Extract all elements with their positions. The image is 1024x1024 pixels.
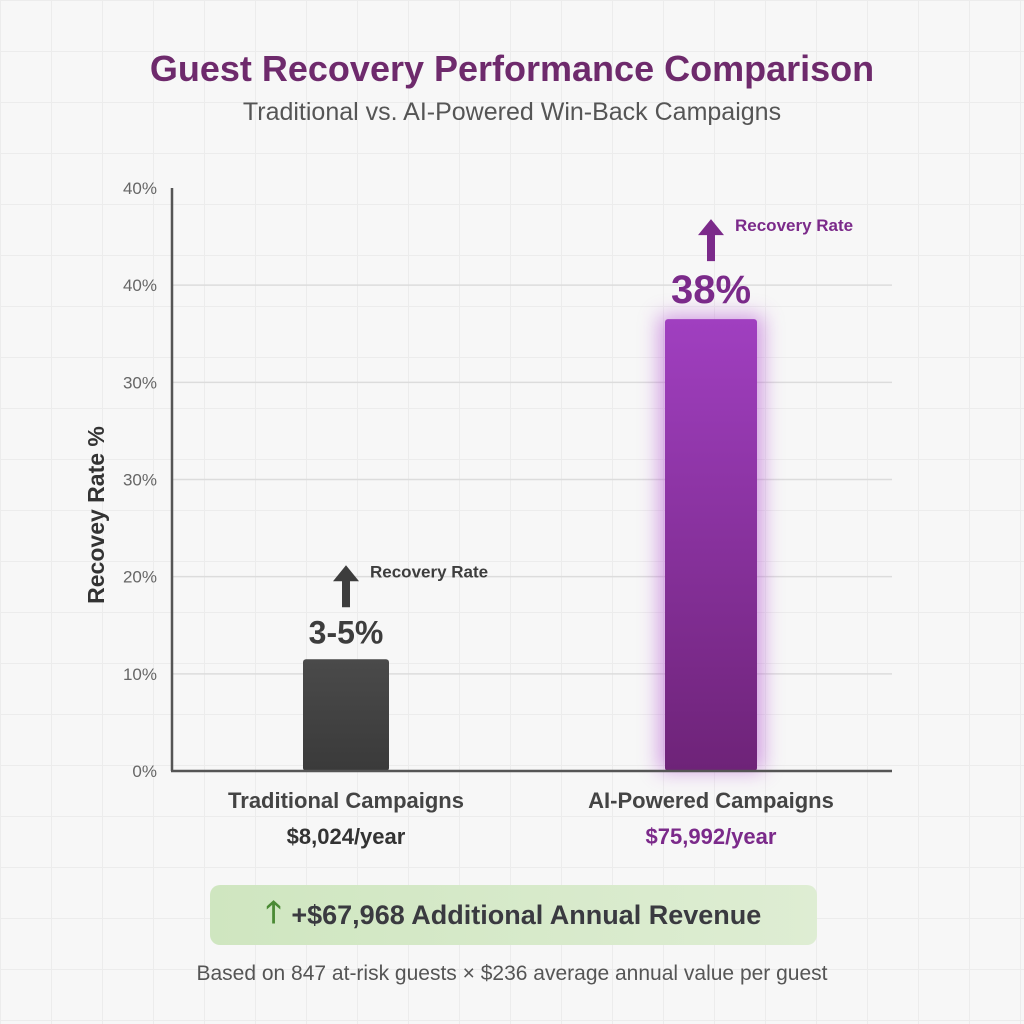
chart-subtitle: Traditional vs. AI-Powered Win-Back Camp… [242,98,782,126]
bar-annotation: Recovery Rate [735,216,853,235]
y-tick-label: 20% [123,568,157,587]
chart-title: Guest Recovery Performance Comparison [149,48,875,89]
additional-revenue-banner: 🡑 +$67,968 Additional Annual Revenue [210,885,817,945]
bar-annotation: Recovery Rate [370,562,488,581]
y-tick-label: 40% [123,276,157,295]
x-category-label: AI-Powered Campaigns [588,788,834,813]
arrow-up-icon: 🡑 [265,895,282,929]
footnote: Based on 847 at-risk guests × $236 avera… [196,962,828,985]
bar-traditional [303,659,389,771]
revenue-label: $75,992/year [646,824,777,849]
x-category-label: Traditional Campaigns [228,788,464,813]
revenue-label: $8,024/year [287,824,406,849]
banner-text: +$67,968 Additional Annual Revenue [291,899,762,930]
y-tick-label: 30% [123,471,157,490]
arrow-up-icon [333,565,359,608]
bar-ai-powered [665,319,757,771]
y-tick-label: 30% [123,373,157,392]
y-tick-label: 0% [132,762,157,781]
y-tick-label: 10% [123,665,157,684]
bar-value-label: 38% [671,268,751,312]
y-axis-label: Recovey Rate % [83,426,109,604]
bar-value-label: 3-5% [309,614,384,650]
y-tick-label: 40% [123,179,157,198]
arrow-up-icon [698,219,724,262]
